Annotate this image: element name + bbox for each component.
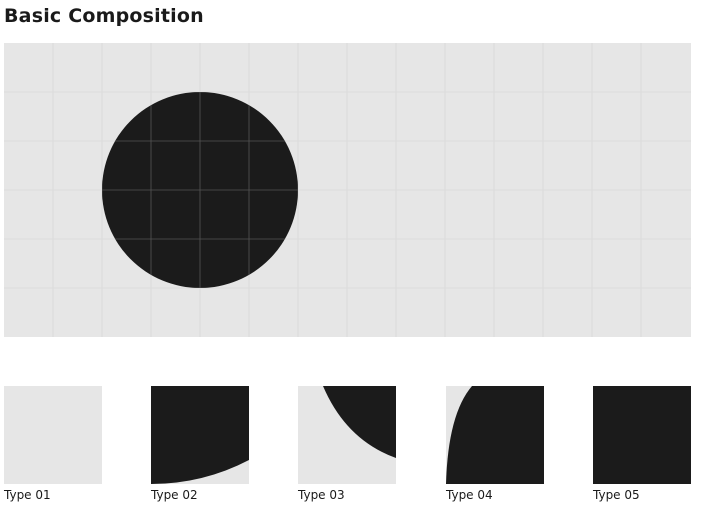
tile-type-03 [298,386,396,484]
tile-type-01 [4,386,102,484]
composition-canvas [4,43,691,337]
tile-shape [323,386,396,458]
tile-background [4,386,102,484]
tile-label-05: Type 05 [593,488,640,502]
tile-label-01: Type 01 [4,488,51,502]
tile-type-04 [446,386,544,484]
composition-svg [4,43,691,337]
tile-label-02: Type 02 [151,488,198,502]
tile-shape [593,386,691,484]
tile-shape [446,386,544,484]
tile-label-03: Type 03 [298,488,345,502]
tile-type-02 [151,386,249,484]
page-title: Basic Composition [4,5,204,27]
tile-shape [151,386,249,484]
tile-label-04: Type 04 [446,488,493,502]
tile-type-05 [593,386,691,484]
grid-overlay-on-circle [102,92,298,288]
